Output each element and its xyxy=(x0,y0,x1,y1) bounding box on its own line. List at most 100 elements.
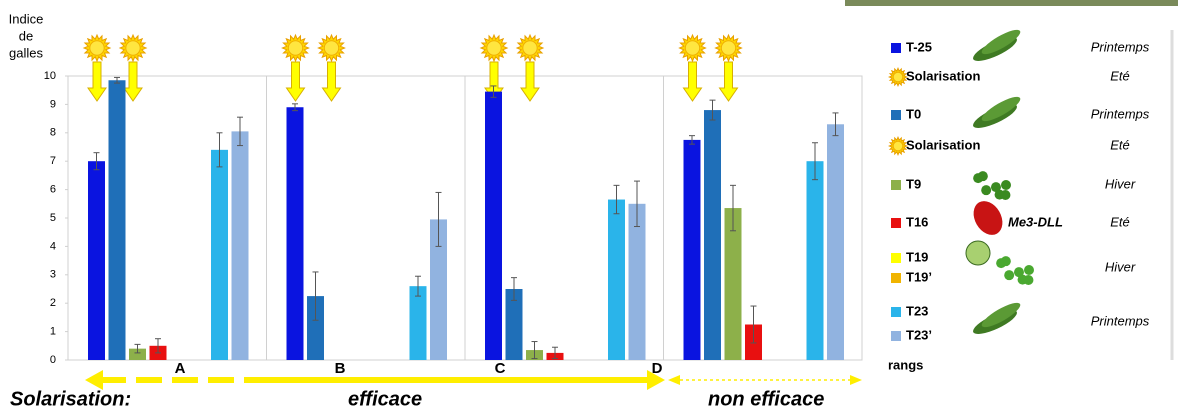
y-axis-label: Indice xyxy=(9,11,44,26)
zucchini-icon xyxy=(973,302,1021,334)
error-bar xyxy=(155,338,161,354)
sun-core xyxy=(89,40,105,56)
sun-icon xyxy=(479,33,509,63)
error-bar xyxy=(634,180,640,228)
legend-season: Printemps xyxy=(1091,313,1150,328)
legend-label: T16 xyxy=(906,214,928,229)
sun-icon xyxy=(888,136,908,156)
sun-icon xyxy=(678,33,707,63)
sun-icon xyxy=(714,33,743,63)
legend-season: Eté xyxy=(1110,214,1130,229)
error-bar xyxy=(93,152,100,171)
bar xyxy=(129,348,146,360)
bar xyxy=(683,139,701,360)
footer-label: Solarisation: xyxy=(10,388,131,409)
sun-core xyxy=(892,140,904,152)
sun-core xyxy=(684,40,701,56)
legend-swatch xyxy=(891,331,901,341)
y-tick-label: 3 xyxy=(50,269,56,281)
sun-core xyxy=(720,40,737,56)
bar xyxy=(409,286,427,360)
sun-arrow xyxy=(321,61,342,102)
legend-label: T0 xyxy=(906,106,921,121)
y-tick-label: 0 xyxy=(50,354,56,366)
error-bar xyxy=(552,346,558,360)
error-bar xyxy=(730,184,736,232)
legend-host: Me3-DLL xyxy=(1008,214,1063,229)
bar xyxy=(628,203,646,360)
y-tick-label: 2 xyxy=(50,297,56,309)
legend-swatch xyxy=(891,43,901,53)
error-bar xyxy=(832,112,839,137)
bar xyxy=(806,161,824,360)
legend-season: Eté xyxy=(1110,137,1130,152)
error-bar xyxy=(613,184,620,215)
legend-season: Printemps xyxy=(1091,106,1150,121)
error-bar xyxy=(216,132,223,168)
lettuce-icon xyxy=(965,240,991,266)
error-bar xyxy=(114,76,120,84)
leaf xyxy=(1013,267,1024,278)
error-bar xyxy=(531,341,538,360)
leaf xyxy=(1004,270,1015,281)
legend-label: Solarisation xyxy=(906,68,980,83)
sun-arrow xyxy=(87,61,107,102)
legend-label: T-25 xyxy=(906,39,932,54)
legend-label: T23’ xyxy=(906,327,932,342)
bar xyxy=(88,161,105,360)
leaf xyxy=(981,185,992,196)
leaf xyxy=(1023,274,1034,285)
bar xyxy=(505,289,523,360)
footer-label: efficace xyxy=(348,388,422,409)
leaf xyxy=(1000,256,1011,267)
legend-swatch xyxy=(891,307,901,317)
sun-icon xyxy=(515,33,545,63)
error-bar xyxy=(415,275,421,297)
error-bar xyxy=(237,116,243,147)
bar xyxy=(307,296,324,360)
y-tick-label: 1 xyxy=(50,326,56,338)
zucchini-icon xyxy=(973,29,1021,61)
y-tick-label: 4 xyxy=(50,240,56,252)
x-axis-label: rangs xyxy=(888,357,923,372)
zucchini-icon xyxy=(973,96,1021,128)
error-bar xyxy=(435,191,442,247)
legend-season: Hiver xyxy=(1105,259,1136,274)
x-tick-label: C xyxy=(495,360,506,377)
leaf xyxy=(1000,189,1011,200)
zucchini xyxy=(981,29,1021,55)
error-bar xyxy=(312,271,319,321)
bar xyxy=(211,149,228,360)
photo-fragment xyxy=(845,0,1178,6)
x-tick-label: D xyxy=(652,360,663,377)
bar xyxy=(231,131,249,360)
sun-core xyxy=(323,40,340,56)
sun-arrow xyxy=(718,61,739,102)
bar xyxy=(724,208,742,360)
bar xyxy=(608,199,625,360)
sun-core xyxy=(486,40,502,56)
sun-icon xyxy=(281,33,310,63)
y-tick-label: 8 xyxy=(50,127,56,139)
y-tick-label: 6 xyxy=(50,184,56,196)
legend-season: Printemps xyxy=(1091,39,1150,54)
sun-icon xyxy=(82,33,112,63)
bar xyxy=(704,110,721,360)
bottom-arrows xyxy=(85,370,862,390)
footer-label: non efficace xyxy=(708,388,824,409)
sun-arrow xyxy=(520,61,540,102)
sun-icon xyxy=(317,33,346,63)
error-bar xyxy=(812,142,818,181)
sun-core xyxy=(522,40,538,56)
error-bar xyxy=(292,103,298,112)
y-axis-label: galles xyxy=(9,45,43,60)
legend-swatch xyxy=(891,110,901,120)
x-tick-label: B xyxy=(335,360,346,377)
legend-swatch xyxy=(891,273,901,283)
leaf xyxy=(990,182,1001,193)
sun-core xyxy=(892,71,904,83)
sun-arrow xyxy=(123,61,143,102)
bar xyxy=(827,124,844,360)
bar xyxy=(485,91,502,361)
